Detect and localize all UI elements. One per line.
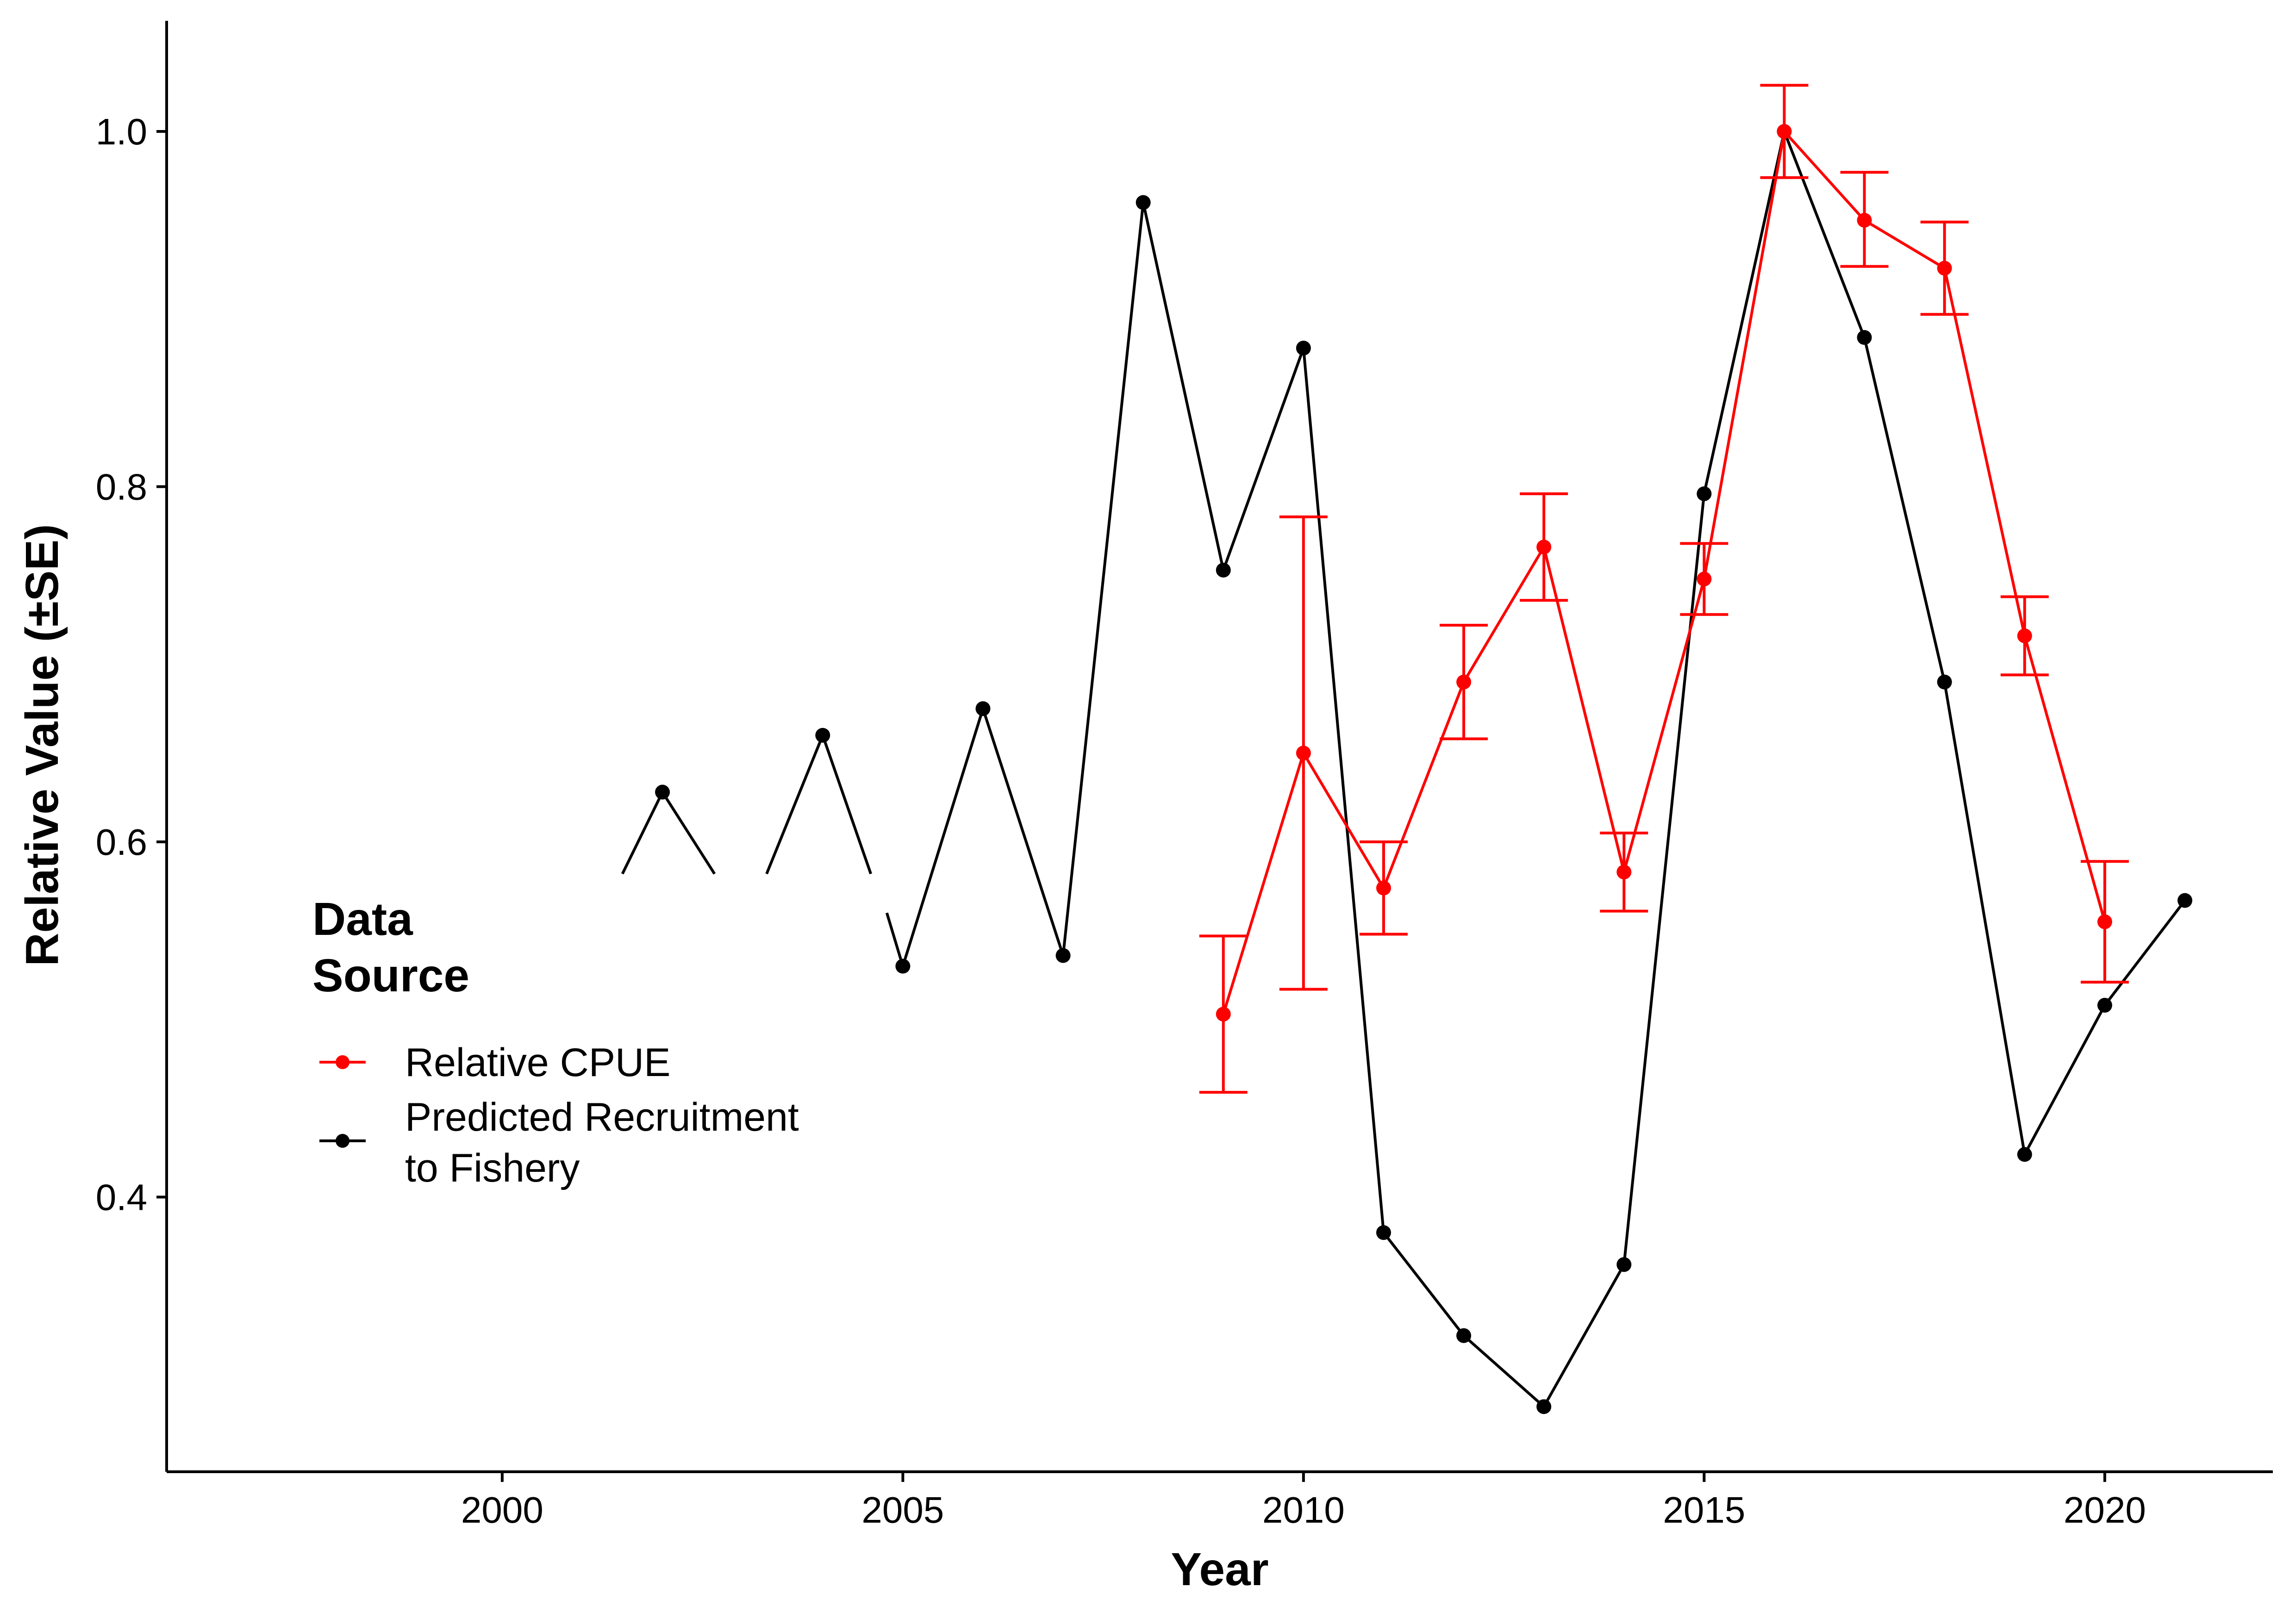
predicted-recruitment-point	[1055, 948, 1071, 963]
legend-title-line-1: Data	[312, 893, 413, 945]
cpue-point	[1937, 261, 1952, 276]
predicted-recruitment-point	[975, 701, 991, 716]
predicted-recruitment-point	[655, 784, 670, 800]
y-axis-title: Relative Value (±SE)	[16, 524, 68, 966]
plot-series	[621, 84, 2192, 1414]
cpue-point	[1536, 539, 1552, 554]
x-tick-label: 2010	[1262, 1489, 1345, 1531]
predicted-recruitment-point	[895, 958, 911, 974]
y-tick-label: 0.8	[96, 467, 147, 508]
predicted-recruitment-line	[885, 130, 2186, 1408]
y-tick-label: 1.0	[96, 111, 147, 152]
cpue-point	[1857, 212, 1872, 228]
legend-swatch-point-relative-cpue	[336, 1055, 349, 1069]
x-axis-title: Year	[1171, 1543, 1268, 1595]
legend-swatch-point-predicted-recruitment	[336, 1134, 349, 1148]
x-axis-ticks: 2000 2005 2010 2015 2020	[461, 1472, 2146, 1531]
predicted-recruitment-point	[815, 728, 830, 743]
cpue-point	[2017, 628, 2032, 643]
legend-label-relative-cpue: Relative CPUE	[405, 1040, 671, 1085]
y-axis-ticks: 0.4 0.6 0.8 1.0	[96, 111, 167, 1218]
predicted-recruitment-point	[2177, 893, 2192, 908]
cpue-point	[1777, 124, 1792, 139]
y-tick-label: 0.6	[96, 821, 147, 863]
legend: Data Source Relative CPUE Predicted Recr…	[312, 893, 799, 1190]
predicted-recruitment-point	[1376, 1225, 1391, 1240]
predicted-recruitment-point	[1937, 674, 1952, 690]
x-tick-label: 2000	[461, 1489, 543, 1531]
predicted-recruitment-point	[1536, 1399, 1552, 1414]
x-tick-label: 2015	[1663, 1489, 1745, 1531]
predicted-recruitment-point	[1136, 195, 1151, 210]
predicted-recruitment-point	[1456, 1328, 1472, 1343]
cpue-point	[1456, 674, 1472, 690]
cpue-point	[2097, 914, 2112, 929]
predicted-recruitment-point	[1216, 562, 1231, 578]
cpue-point	[1216, 1007, 1231, 1022]
x-tick-label: 2005	[861, 1489, 944, 1531]
legend-label-predicted-recruitment-line-2: to Fishery	[405, 1146, 580, 1190]
x-tick-label: 2020	[2064, 1489, 2146, 1531]
legend-title-line-2: Source	[312, 950, 469, 1002]
predicted-recruitment-point	[2097, 998, 2112, 1013]
y-tick-label: 0.4	[96, 1177, 147, 1218]
predicted-recruitment-point	[2017, 1147, 2032, 1162]
legend-label-predicted-recruitment-line-1: Predicted Recruitment	[405, 1095, 799, 1139]
predicted-recruitment-point	[1616, 1257, 1632, 1272]
cpue-point	[1376, 880, 1391, 896]
predicted-recruitment-point	[1857, 330, 1872, 345]
predicted-recruitment-point	[1697, 486, 1712, 501]
predicted-recruitment-point	[1296, 341, 1311, 356]
cpue-line	[1222, 130, 2106, 1015]
cpue-point	[1616, 865, 1632, 880]
cpue-point	[1296, 746, 1311, 761]
cpue-point	[1697, 572, 1712, 587]
